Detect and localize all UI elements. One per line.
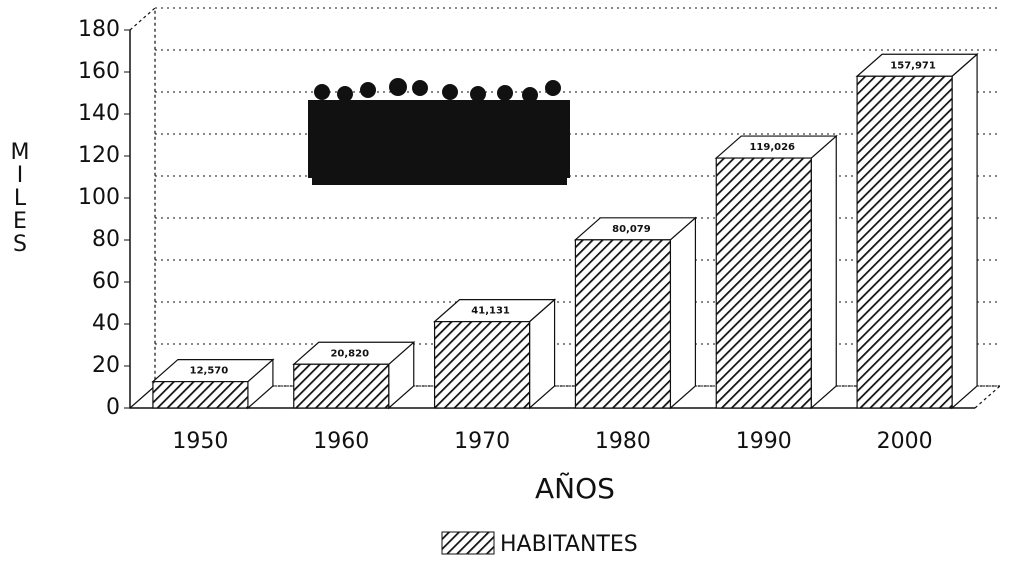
- y-tick-label: 120: [78, 143, 120, 168]
- bar: [435, 322, 530, 408]
- x-tick-label: 1950: [172, 429, 228, 454]
- bar: [294, 364, 389, 408]
- page: {"chart_data": {"type": "bar", "x_label"…: [0, 0, 1010, 562]
- value-label: 20,820: [330, 348, 369, 359]
- y-tick-label: 140: [78, 101, 120, 126]
- floor-edge: [130, 386, 155, 408]
- x-axis-title: AÑOS: [535, 472, 615, 505]
- x-tick-label: 1960: [313, 429, 369, 454]
- value-label: 157,971: [890, 60, 936, 71]
- bar: [575, 240, 670, 408]
- x-tick-label: 1990: [736, 429, 792, 454]
- value-label: 119,026: [749, 142, 795, 153]
- y-axis-title: MILES: [8, 140, 33, 255]
- people-silhouette: [308, 78, 570, 185]
- value-label: 41,131: [471, 306, 510, 317]
- y-tick-label: 180: [78, 17, 120, 42]
- legend-swatch: [442, 532, 494, 554]
- y-tick-label: 40: [92, 311, 120, 336]
- x-tick-label: 1980: [595, 429, 651, 454]
- chart: 0 20 40 60 80 100 120 140 160 180 AÑOS MILES HABI…: [0, 0, 1010, 562]
- y-tick-label: 80: [92, 227, 120, 252]
- bar: [716, 158, 811, 408]
- y-tick-label: 20: [92, 353, 120, 378]
- y-tick-label: 60: [92, 269, 120, 294]
- bar-side: [952, 54, 977, 408]
- y-tick-label: 160: [78, 59, 120, 84]
- bar: [153, 382, 248, 408]
- y-tick-label: 100: [78, 185, 120, 210]
- floor-edge: [975, 386, 1000, 408]
- legend-label: HABITANTES: [500, 532, 638, 557]
- x-tick-label: 2000: [877, 429, 933, 454]
- bar-side: [811, 136, 836, 408]
- x-tick-label: 1970: [454, 429, 510, 454]
- value-label: 12,570: [190, 366, 229, 377]
- value-label: 80,079: [612, 224, 651, 235]
- bar: [857, 76, 952, 408]
- bar-side: [670, 218, 695, 408]
- y-tick-label: 0: [106, 395, 120, 420]
